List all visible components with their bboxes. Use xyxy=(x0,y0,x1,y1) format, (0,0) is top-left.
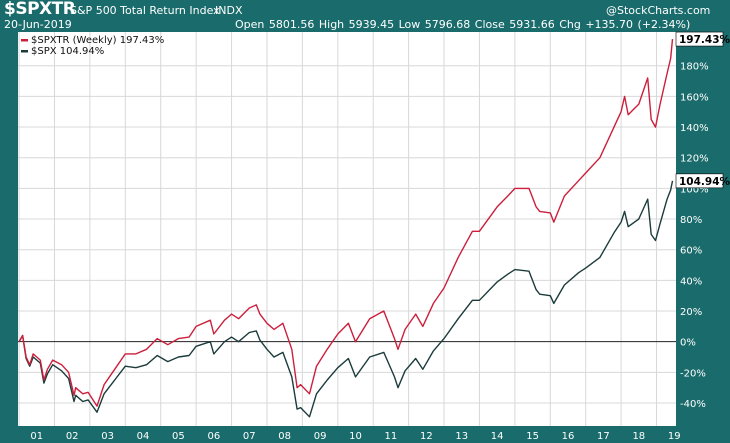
y-tick-label: -20% xyxy=(680,368,706,379)
legend-swatch xyxy=(21,39,28,42)
legend: $SPXTR (Weekly) 197.43%$SPX 104.94% xyxy=(21,35,164,57)
x-tick-label: 07 xyxy=(243,431,256,442)
x-tick-label: 06 xyxy=(207,431,220,442)
ohlc-summary: Open 5801.56 High 5939.45 Low 5796.68 Cl… xyxy=(235,18,691,31)
last-value-text: 104.94% xyxy=(679,176,730,188)
index-name: S&P 500 Total Return Index xyxy=(70,4,220,17)
x-tick-label: 01 xyxy=(30,431,43,442)
legend-swatch xyxy=(21,50,28,53)
x-tick-label: 08 xyxy=(278,431,291,442)
x-tick-label: 19 xyxy=(668,431,681,442)
series-lines xyxy=(18,39,674,418)
x-tick-label: 02 xyxy=(66,431,79,442)
x-tick-label: 16 xyxy=(562,431,575,442)
x-tick-label: 03 xyxy=(101,431,114,442)
exchange-label: INDX xyxy=(215,4,243,17)
vertical-gridlines xyxy=(18,32,658,426)
y-tick-label: 100% xyxy=(680,184,709,195)
last-value-text: 197.43% xyxy=(679,34,730,46)
y-tick-label: 0% xyxy=(680,338,696,349)
y-tick-label: 60% xyxy=(680,246,702,257)
x-tick-label: 11 xyxy=(385,431,398,442)
y-tick-label: 80% xyxy=(680,215,702,226)
last-value-spx: 104.94% xyxy=(675,173,730,189)
y-tick-label: -40% xyxy=(680,399,706,410)
horizontal-gridlines xyxy=(18,65,676,404)
x-axis: 01 02 03 04 05 06 07 08 09 10 11 12 13 14 15 16 17 18 19 xyxy=(30,431,680,442)
series-line-spx xyxy=(18,180,674,418)
x-tick-label: 12 xyxy=(420,431,433,442)
y-tick-label: 40% xyxy=(680,276,702,287)
last-value-box xyxy=(675,173,724,189)
series-line-spxtr xyxy=(18,39,674,407)
x-tick-label: 14 xyxy=(491,431,504,442)
y-tick-label: 180% xyxy=(680,62,709,73)
last-value-box xyxy=(675,31,724,47)
y-tick-label: 20% xyxy=(680,307,702,318)
x-tick-label: 17 xyxy=(597,431,610,442)
y-tick-label: 140% xyxy=(680,123,709,134)
y-tick-label: 160% xyxy=(680,92,709,103)
legend-item-spx: $SPX 104.94% xyxy=(31,46,104,57)
ticker-symbol: $SPXTR xyxy=(4,0,76,19)
x-tick-label: 15 xyxy=(526,431,539,442)
stockcharts-logo[interactable]: @StockCharts.com xyxy=(606,4,711,17)
plot-area: $SPXTR (Weekly) 197.43% $SPX 104.94% xyxy=(18,32,676,426)
x-tick-label: 10 xyxy=(349,431,362,442)
x-tick-label: 05 xyxy=(172,431,185,442)
last-value-spxtr: 197.43% xyxy=(675,31,730,47)
x-tick-label: 18 xyxy=(632,431,645,442)
y-tick-label: 120% xyxy=(680,154,709,165)
x-tick-label: 09 xyxy=(314,431,327,442)
x-tick-label: 04 xyxy=(137,431,150,442)
chart-date: 20-Jun-2019 xyxy=(4,18,72,31)
y-axis: -40% -20% 0% 20% 40% 60% 80% 100% 120% 140% 160% 18… xyxy=(680,62,709,410)
line-chart: $SPXTR (Weekly) 197.43%$SPX 104.94% xyxy=(18,32,676,426)
legend-item-spxtr: $SPXTR (Weekly) 197.43% xyxy=(31,35,164,46)
x-tick-label: 13 xyxy=(455,431,468,442)
